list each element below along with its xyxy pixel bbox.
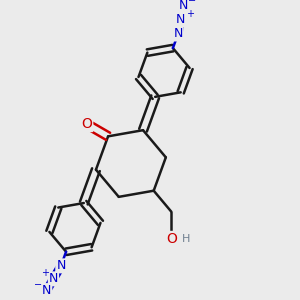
Text: O: O (81, 117, 92, 131)
Text: N: N (178, 0, 188, 12)
Text: N: N (56, 260, 66, 272)
Text: +: + (41, 268, 49, 278)
Text: +: + (186, 9, 194, 19)
Text: N: N (49, 272, 58, 285)
Text: N: N (42, 284, 51, 297)
Text: N: N (173, 28, 183, 40)
Text: O: O (166, 232, 177, 246)
Text: −: − (188, 0, 196, 6)
Text: −: − (34, 280, 43, 290)
Text: H: H (182, 234, 190, 244)
Text: N: N (176, 13, 185, 26)
